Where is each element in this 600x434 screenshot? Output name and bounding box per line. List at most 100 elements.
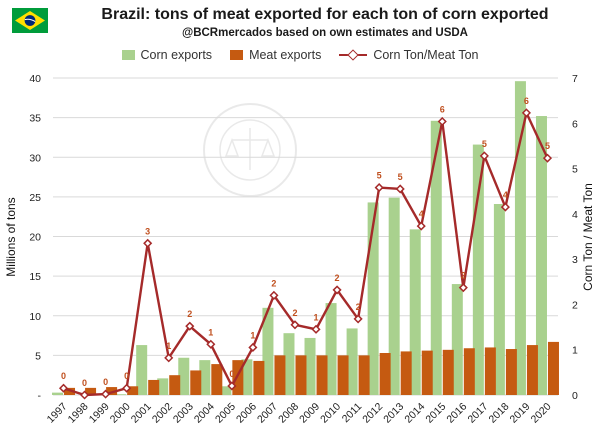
brazil-flag-icon [12, 8, 48, 33]
legend-item-ratio: Corn Ton/Meat Ton [339, 48, 479, 62]
ratio-marker [374, 183, 384, 193]
chart-legend: Corn exports Meat exports Corn Ton/Meat … [0, 48, 600, 62]
ratio-data-label: 2 [335, 273, 340, 283]
meat-bar [274, 355, 286, 395]
ratio-data-label: 1 [250, 330, 255, 340]
ratio-data-label: 0 [103, 377, 108, 387]
corn-bar [283, 333, 295, 395]
legend-label-meat: Meat exports [249, 48, 322, 62]
left-tick-label: 10 [29, 311, 41, 323]
right-tick-label: 3 [572, 254, 578, 266]
ratio-data-label: 5 [398, 172, 403, 182]
left-tick-label: 20 [29, 232, 41, 244]
meat-bar [85, 387, 97, 395]
x-tick-label: 1997 [45, 401, 70, 426]
ratio-data-label: 2 [292, 308, 297, 318]
corn-bar [367, 202, 379, 395]
left-tick-label: 35 [29, 113, 41, 125]
ratio-marker [164, 353, 174, 363]
ratio-data-label: 6 [524, 96, 529, 106]
meat-bar [64, 387, 76, 395]
corn-bar [409, 229, 421, 395]
left-tick-label: 30 [29, 152, 41, 164]
ratio-marker [500, 202, 510, 212]
x-tick-label: 2015 [423, 401, 448, 426]
legend-swatch-meat [230, 50, 244, 60]
ratio-data-label: 0 [82, 378, 87, 388]
ratio-marker [542, 153, 553, 163]
right-tick-label: 6 [572, 118, 578, 130]
left-y-axis: - 5 10 15 20 25 30 35 40 [29, 73, 41, 402]
ratio-marker [311, 324, 321, 334]
corn-bar [157, 378, 169, 395]
ratio-marker [416, 221, 426, 231]
corn-bar [472, 144, 484, 395]
x-tick-label: 2010 [318, 401, 343, 426]
x-tick-label: 1998 [66, 401, 91, 426]
legend-label-ratio: Corn Ton/Meat Ton [373, 48, 479, 62]
x-tick-label: 2014 [402, 401, 427, 426]
right-tick-label: 1 [572, 345, 578, 357]
meat-bar [526, 345, 538, 395]
ratio-marker [395, 184, 405, 194]
x-tick-label: 2011 [340, 401, 365, 426]
right-y-axis: 0 1 2 3 4 5 6 7 [572, 73, 578, 402]
ratio-marker [227, 381, 237, 391]
meat-bar [379, 352, 391, 395]
left-tick-label: 5 [35, 350, 41, 362]
x-tick-label: 2006 [234, 401, 259, 426]
legend-item-corn: Corn exports [121, 48, 213, 62]
corn-bar [52, 392, 64, 395]
corn-bar [535, 116, 547, 395]
corn-bar [430, 120, 442, 396]
left-tick-label: 15 [29, 271, 41, 283]
corn-bar [262, 307, 274, 395]
x-tick-label: 2012 [360, 401, 385, 426]
chart-title: Brazil: tons of meat exported for each t… [101, 6, 549, 23]
ratio-data-label: 1 [314, 312, 319, 322]
meat-exports-bars [64, 341, 559, 395]
corn-exports-bars [52, 81, 547, 396]
corn-bar [241, 359, 253, 395]
x-tick-label: 2020 [529, 401, 554, 426]
ratio-marker [332, 285, 342, 295]
x-tick-label: 2017 [465, 401, 490, 426]
meat-bar [358, 355, 370, 395]
meat-bar [295, 355, 307, 395]
x-tick-label: 2013 [381, 401, 406, 426]
chart-subtitle: @BCRmercados based on own estimates and … [181, 27, 468, 39]
ratio-line-series [58, 108, 553, 400]
corn-bar [346, 328, 358, 395]
legend-swatch-corn [121, 50, 135, 60]
ratio-data-label: 2 [461, 271, 466, 281]
ratio-data-label: 2 [356, 302, 361, 312]
corn-bar [136, 345, 148, 395]
ratio-marker [122, 383, 132, 393]
legend-label-corn: Corn exports [140, 48, 213, 62]
ratio-marker [58, 383, 69, 393]
x-tick-label: 2004 [192, 401, 217, 426]
legend-swatch-ratio [339, 49, 368, 61]
x-tick-label: 2003 [171, 401, 196, 426]
meat-bar [106, 387, 118, 395]
ratio-marker [206, 339, 216, 349]
meat-bar [400, 351, 412, 395]
ratio-data-label: 3 [145, 226, 150, 236]
right-tick-label: 2 [572, 299, 578, 311]
ratio-data-label: 1 [166, 341, 171, 351]
x-tick-label: 2001 [129, 401, 154, 426]
x-tick-label: 2008 [276, 401, 301, 426]
ratio-data-label: 0 [124, 371, 129, 381]
ratio-point-labels: 0 0 0 0 3 1 2 1 0 1 2 2 1 2 2 5 5 4 6 2 5 4 6 5 [61, 96, 550, 388]
corn-bar [199, 360, 211, 395]
ratio-marker [248, 342, 258, 353]
corn-bar [493, 204, 505, 395]
corn-bar [220, 386, 232, 395]
meat-bar [316, 355, 328, 395]
ratio-marker [479, 151, 489, 161]
x-tick-label: 2016 [444, 401, 469, 426]
meat-bar [463, 348, 475, 395]
x-tick-label: 2018 [487, 401, 512, 426]
x-tick-label: 2000 [108, 401, 133, 426]
ratio-line [63, 109, 549, 397]
